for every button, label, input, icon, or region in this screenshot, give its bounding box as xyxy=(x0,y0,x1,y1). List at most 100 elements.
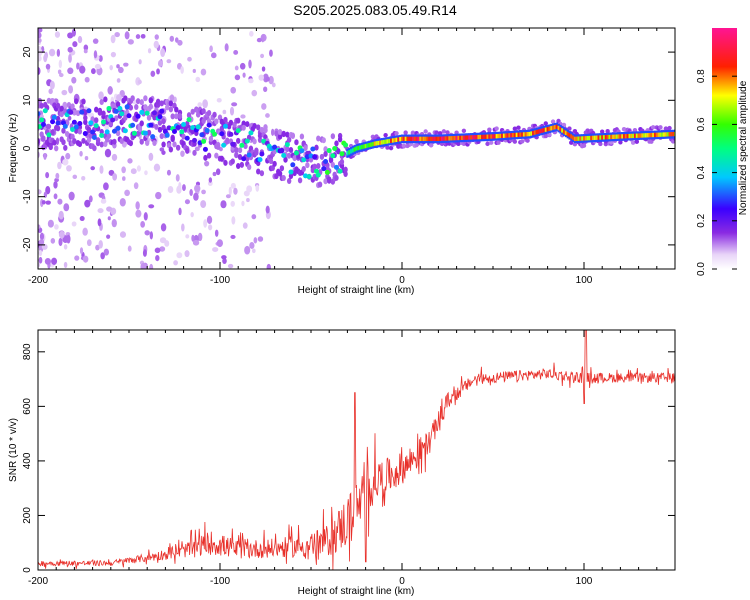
spectrogram-ridge-cell xyxy=(537,129,540,134)
spectrogram-halo-cell xyxy=(101,110,106,117)
spectrogram-ridge-cell xyxy=(599,135,602,140)
spectrogram-noise-cell xyxy=(246,197,250,203)
spectrogram-band-cell xyxy=(290,162,296,168)
spectrogram-halo-cell xyxy=(168,106,174,113)
spectrogram-halo-cell xyxy=(70,133,75,140)
spectrogram-noise-cell xyxy=(142,249,147,257)
spectrogram-ridge-cell xyxy=(542,128,546,133)
spectrogram-noise-cell xyxy=(224,43,229,52)
spectrogram-halo-cell xyxy=(203,154,208,161)
spectrogram-noise-cell xyxy=(178,181,182,191)
spectrogram-halo-cell xyxy=(257,132,263,139)
spectrogram-halo-cell xyxy=(63,144,68,151)
spectrogram-halo-cell xyxy=(52,139,57,146)
spectrogram-noise-cell xyxy=(97,218,102,227)
colorbar-label: Normalized spectral amplitude xyxy=(738,80,749,215)
spectrogram-halo-cell xyxy=(223,116,228,123)
spectrogram-band-cell xyxy=(164,132,170,138)
spectrogram-ridge-cell xyxy=(479,134,482,140)
spectrogram-halo-cell xyxy=(323,151,328,158)
spectrogram-noise-cell xyxy=(255,184,260,192)
spectrogram-ridge-cell xyxy=(619,134,622,139)
spectrogram-ridge-cell xyxy=(499,133,502,139)
spectrogram-band-cell xyxy=(88,120,94,126)
spectrogram-noise-cell xyxy=(260,53,265,59)
spectrogram-noise-cell xyxy=(248,59,252,69)
spectrogram-ridge-cell xyxy=(426,136,429,142)
spectrogram-ridge-cell xyxy=(521,132,524,137)
spectrogram-halo-cell xyxy=(277,129,283,136)
spectrogram-ridge-cell xyxy=(632,133,635,139)
spectrogram-noise-cell xyxy=(100,252,105,260)
spectrogram-halo-cell xyxy=(59,105,64,112)
spectrogram-noise-cell xyxy=(49,80,55,90)
spectrogram-halo-cell xyxy=(632,127,638,133)
spectrogram-halo-cell xyxy=(83,119,88,126)
spectrogram-noise-cell xyxy=(38,28,43,33)
spectrogram-halo-cell xyxy=(38,138,41,145)
spectrogram-noise-cell xyxy=(58,237,63,247)
spectrogram-noise-cell xyxy=(116,78,121,83)
spectrogram-ridge-cell xyxy=(468,135,471,140)
spectrogram-band-cell xyxy=(124,104,130,110)
spectrogram-ridge-cell xyxy=(584,136,588,141)
spectrogram-noise-cell xyxy=(210,52,217,59)
spectrogram-band-cell xyxy=(337,168,343,174)
spectrogram-ridge-cell xyxy=(484,134,488,139)
chart-title: S205.2025.083.05.49.R14 xyxy=(293,2,457,18)
spectrogram-ridge-cell xyxy=(546,127,549,132)
spectrogram-band-cell xyxy=(70,127,76,133)
spectrogram-band-cell xyxy=(115,125,121,131)
spectrogram-noise-cell xyxy=(77,35,83,44)
spectrogram-halo-cell xyxy=(461,128,467,133)
spectrogram-noise-cell xyxy=(166,59,172,64)
spectrogram-ridge-cell xyxy=(517,132,520,137)
spectrogram-halo-cell xyxy=(263,124,268,131)
spectrogram-ridge-cell xyxy=(555,124,559,129)
spectrogram-ridge-cell xyxy=(626,133,630,139)
spectrogram-noise-cell xyxy=(180,66,184,74)
spectrogram-band-cell xyxy=(212,131,218,137)
spectrogram-ridge-cell xyxy=(583,136,586,141)
spectrogram-ridge-cell xyxy=(350,149,353,154)
spectrogram-noise-cell xyxy=(190,212,194,218)
spectrogram-noise-cell xyxy=(138,59,142,65)
snr-line-layer xyxy=(38,330,675,570)
spectrogram-noise-cell xyxy=(143,212,148,221)
spectrogram-band-cell xyxy=(111,128,117,134)
spectrogram-halo-cell xyxy=(658,125,663,130)
spectrogram-halo-cell xyxy=(74,98,79,105)
spectrogram-halo-cell xyxy=(81,137,86,144)
spectrogram-ridge-cell xyxy=(351,148,355,153)
spectrogram-ridge-cell xyxy=(593,135,597,140)
spectrogram-halo-cell xyxy=(288,146,294,153)
spectrogram-ridge-cell xyxy=(464,135,468,140)
spectrogram-halo-cell xyxy=(667,125,672,131)
spectrogram-noise-cell xyxy=(209,45,213,53)
spectrogram-ridge-cell xyxy=(366,143,369,148)
spectrogram-halo-cell xyxy=(119,138,124,145)
spectrogram-halo-cell xyxy=(323,178,328,185)
spectrogram-halo-cell xyxy=(388,145,394,151)
spectrogram-ridge-cell xyxy=(532,130,535,136)
spectrogram-ridge-cell xyxy=(371,141,375,147)
spectrogram-noise-cell xyxy=(234,74,241,81)
spectrogram-noise-cell xyxy=(56,48,61,57)
spectrogram-ridge-cell xyxy=(346,151,349,156)
spectrogram-noise-cell xyxy=(67,115,72,121)
spectrogram-band-cell xyxy=(324,169,330,175)
spectrogram-noise-cell xyxy=(38,189,42,195)
colorbar-tick-label: 0.6 xyxy=(696,117,707,131)
spectrogram-band-cell xyxy=(259,151,265,157)
spectrogram-ridge-cell xyxy=(535,129,539,135)
spectrogram-ridge-cell xyxy=(522,132,526,137)
colorbar-tick-label: 0.8 xyxy=(696,69,707,83)
spectrogram-noise-cell xyxy=(47,219,54,228)
spectrogram-ridge-cell xyxy=(424,136,428,142)
spectrogram-halo-cell xyxy=(277,133,283,140)
spectrogram-noise-cell xyxy=(155,255,160,262)
spectrogram-noise-cell xyxy=(239,62,246,70)
spectrogram-ridge-cell xyxy=(501,133,504,139)
spectrogram-halo-cell xyxy=(128,104,134,111)
spectrogram-noise-cell xyxy=(153,163,161,172)
